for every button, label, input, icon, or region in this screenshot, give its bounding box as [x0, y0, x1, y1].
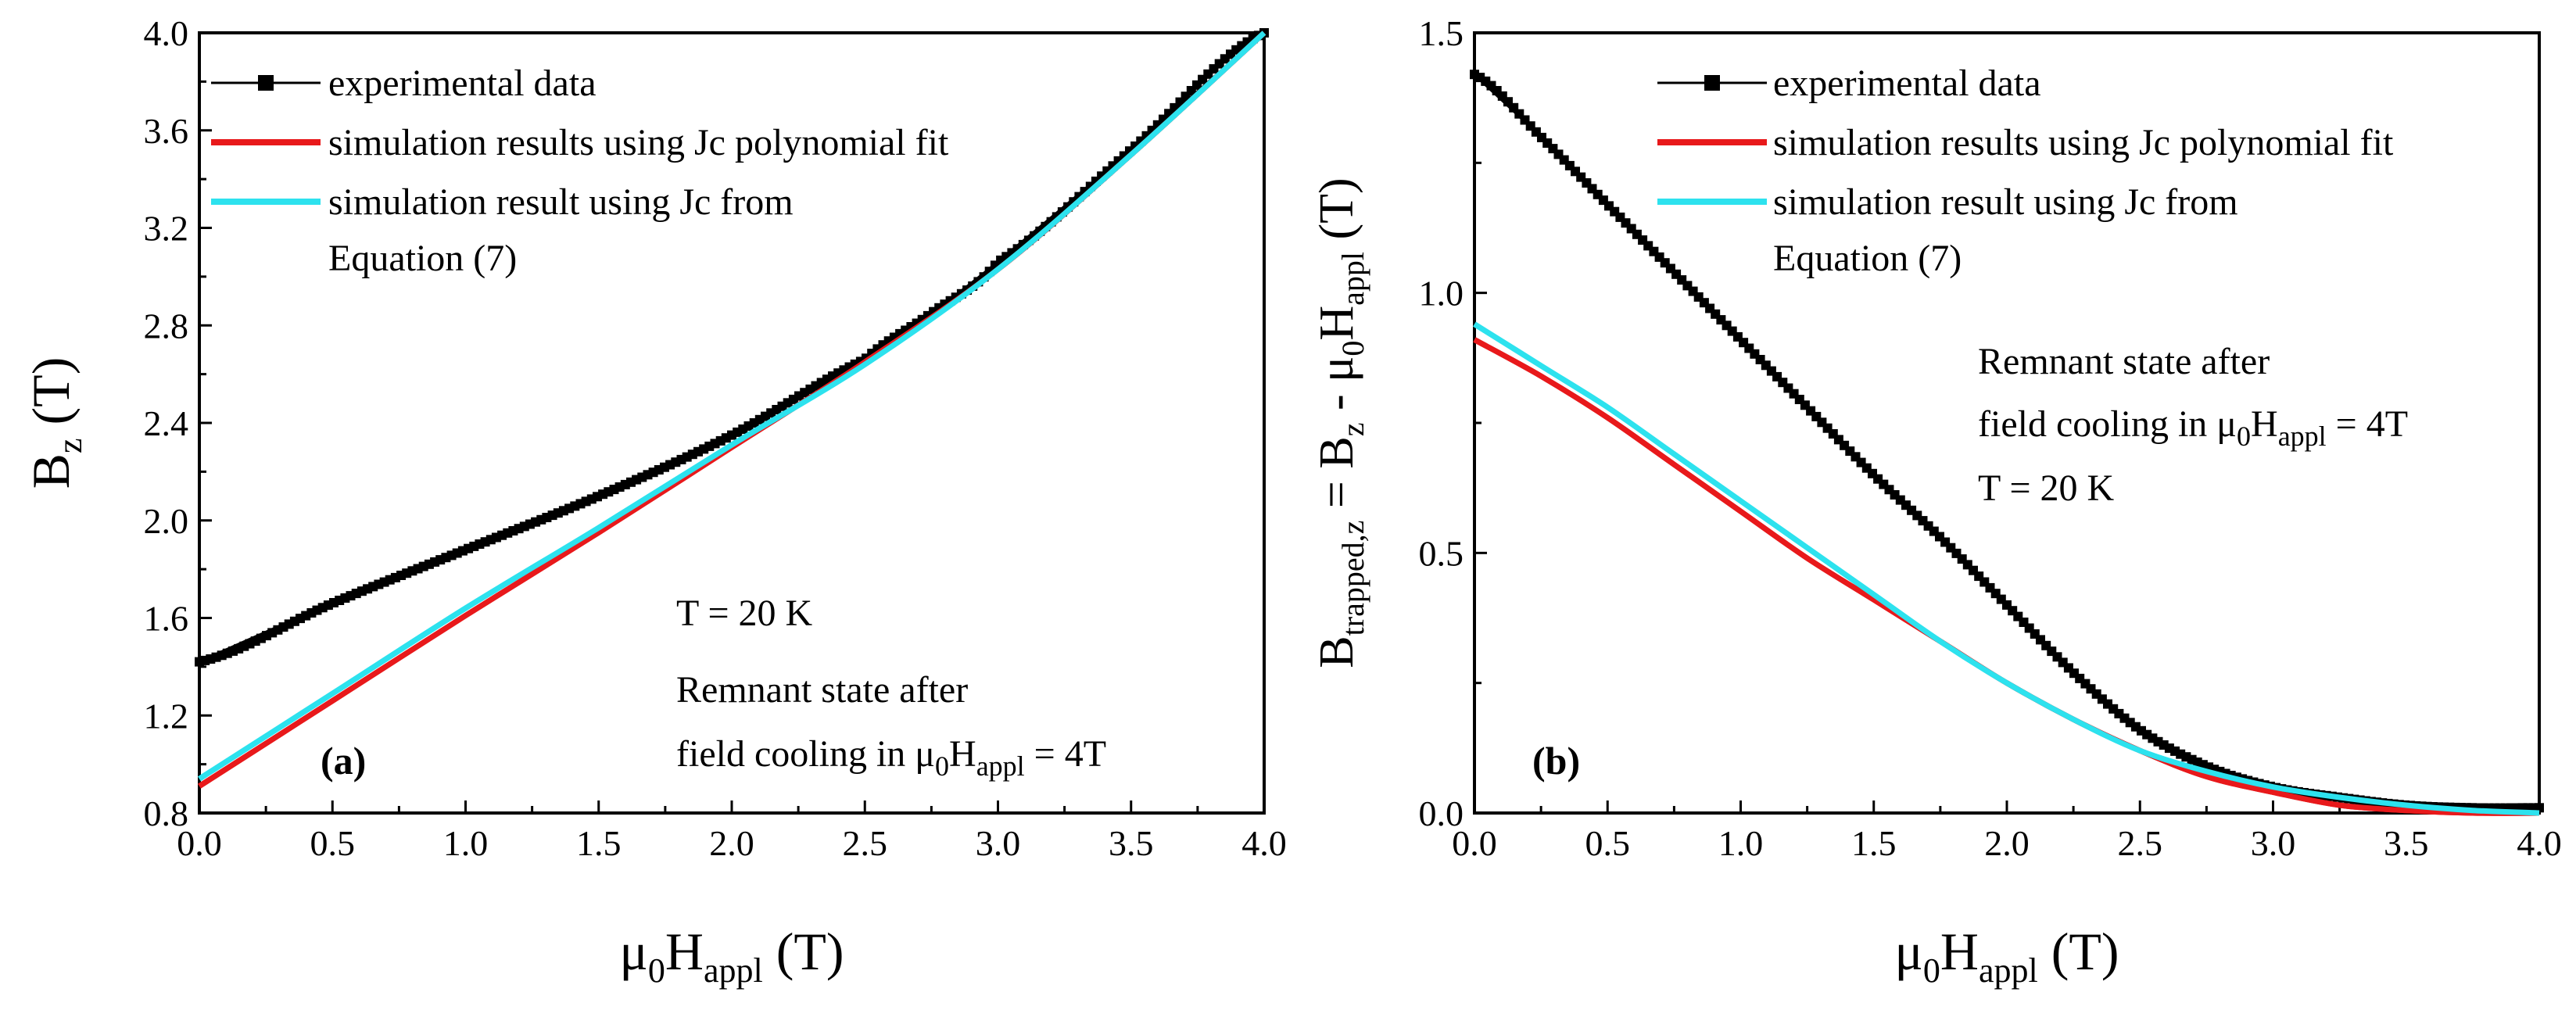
x-tick-label-a-0: 0.0 — [177, 823, 222, 863]
x-tick-label-a-8: 4.0 — [1241, 823, 1287, 863]
x-tick-label-b-7: 3.5 — [2384, 823, 2429, 863]
series-a — [195, 28, 1269, 789]
x-tick-label-a-4: 2.0 — [709, 823, 754, 863]
y-tick-label-a-5: 2.8 — [144, 306, 189, 346]
equation-simulation-line-b — [1473, 321, 2540, 816]
experimental-data-point-b — [1497, 91, 1507, 101]
x-tick-label-a-3: 1.5 — [576, 823, 622, 863]
experimental-data-point-b — [2535, 803, 2544, 813]
y-tick-label-a-0: 0.8 — [144, 793, 189, 833]
y-tick-label-a-3: 2.0 — [144, 501, 189, 541]
experimental-data-point-b — [1598, 195, 1608, 206]
x-axis-title-a: μ0Happl (T) — [619, 922, 844, 990]
ticks-b: 0.0 0.5 1.0 1.5 2.0 2.5 3.0 3.5 4.0 0.0 0.5 1.0 1.5 — [1419, 13, 2562, 863]
legend-marker-experimental-b — [1704, 75, 1720, 91]
temperature-annotation-b: T = 20 K — [1978, 467, 2115, 509]
state-annotation-line1-a: Remnant state after — [676, 669, 968, 711]
y-tick-label-a-8: 4.0 — [144, 13, 189, 53]
x-tick-label-b-8: 4.0 — [2517, 823, 2562, 863]
temperature-annotation-a: T = 20 K — [676, 593, 813, 634]
panel-label-b: (b) — [1532, 739, 1580, 783]
y-axis-title-a: Bz (T) — [21, 357, 89, 489]
x-tick-label-b-2: 1.0 — [1718, 823, 1764, 863]
legend-label-equation-a: simulation result using Jc from — [328, 181, 794, 223]
x-tick-label-a-2: 1.0 — [443, 823, 489, 863]
legend-label-polyfit-a: simulation results using Jc polynomial f… — [328, 122, 949, 163]
x-tick-label-b-1: 0.5 — [1585, 823, 1631, 863]
x-tick-label-b-0: 0.0 — [1452, 823, 1497, 863]
x-tick-label-b-4: 2.0 — [1984, 823, 2030, 863]
legend-label-equation-b: simulation result using Jc from — [1773, 181, 2238, 223]
ticks-a: 0.0 0.5 1.0 1.5 2.0 2.5 3.0 3.5 4.0 0.8 1.2 1.6 2.0 2… — [144, 13, 1287, 863]
legend-label-equation-line2-a: Equation (7) — [328, 238, 517, 279]
state-annotation-line1-b: Remnant state after — [1978, 341, 2270, 382]
y-tick-label-b-0: 0.0 — [1419, 793, 1464, 833]
x-tick-label-b-5: 2.5 — [2118, 823, 2163, 863]
experimental-data-point-a — [396, 571, 407, 580]
x-tick-label-b-6: 3.0 — [2251, 823, 2296, 863]
y-tick-label-a-7: 3.6 — [144, 111, 189, 151]
x-tick-label-a-1: 0.5 — [310, 823, 356, 863]
y-tick-label-a-6: 3.2 — [144, 209, 189, 249]
y-tick-label-a-1: 1.2 — [144, 696, 189, 736]
chart-a: 0.0 0.5 1.0 1.5 2.0 2.5 3.0 3.5 4.0 0.8 1.2 1.6 2.0 2… — [21, 13, 1287, 990]
equation-simulation-overlay-b — [1473, 321, 2540, 816]
state-annotation-line2-b: field cooling in μ0Happl = 4T — [1978, 403, 2408, 452]
x-tick-label-a-6: 3.0 — [976, 823, 1021, 863]
legend-marker-experimental-a — [258, 75, 274, 91]
equation-simulation-overlay-a — [198, 30, 1267, 782]
series-b — [1470, 70, 2544, 816]
legend-label-equation-line2-b: Equation (7) — [1773, 238, 1962, 279]
x-tick-label-b-3: 1.5 — [1851, 823, 1897, 863]
legend-label-experimental-a: experimental data — [328, 63, 597, 104]
x-tick-label-a-7: 3.5 — [1109, 823, 1154, 863]
legend-label-polyfit-b: simulation results using Jc polynomial f… — [1773, 122, 2394, 163]
y-tick-label-b-1: 0.5 — [1419, 533, 1464, 573]
state-annotation-line2-a: field cooling in μ0Happl = 4T — [676, 733, 1106, 782]
experimental-data-point-a — [800, 388, 810, 398]
y-axis-title-b: Btrapped,z = Bz - μ0Happl (T) — [1310, 177, 1370, 668]
y-tick-label-a-2: 1.6 — [144, 599, 189, 639]
y-tick-label-b-3: 1.5 — [1419, 13, 1464, 53]
chart-b: 0.0 0.5 1.0 1.5 2.0 2.5 3.0 3.5 4.00.00.51.01.5 … — [1310, 13, 2562, 990]
panel-label-a: (a) — [321, 739, 366, 783]
x-axis-title-b: μ0Happl (T) — [1894, 922, 2119, 990]
y-tick-label-a-4: 2.4 — [144, 403, 189, 443]
legend-a: experimental data simulation results usi… — [211, 63, 949, 279]
legend-b: experimental data simulation results usi… — [1657, 63, 2394, 279]
x-tick-label-a-5: 2.5 — [843, 823, 888, 863]
y-tick-label-b-2: 1.0 — [1419, 274, 1464, 313]
legend-label-experimental-b: experimental data — [1773, 63, 2041, 104]
